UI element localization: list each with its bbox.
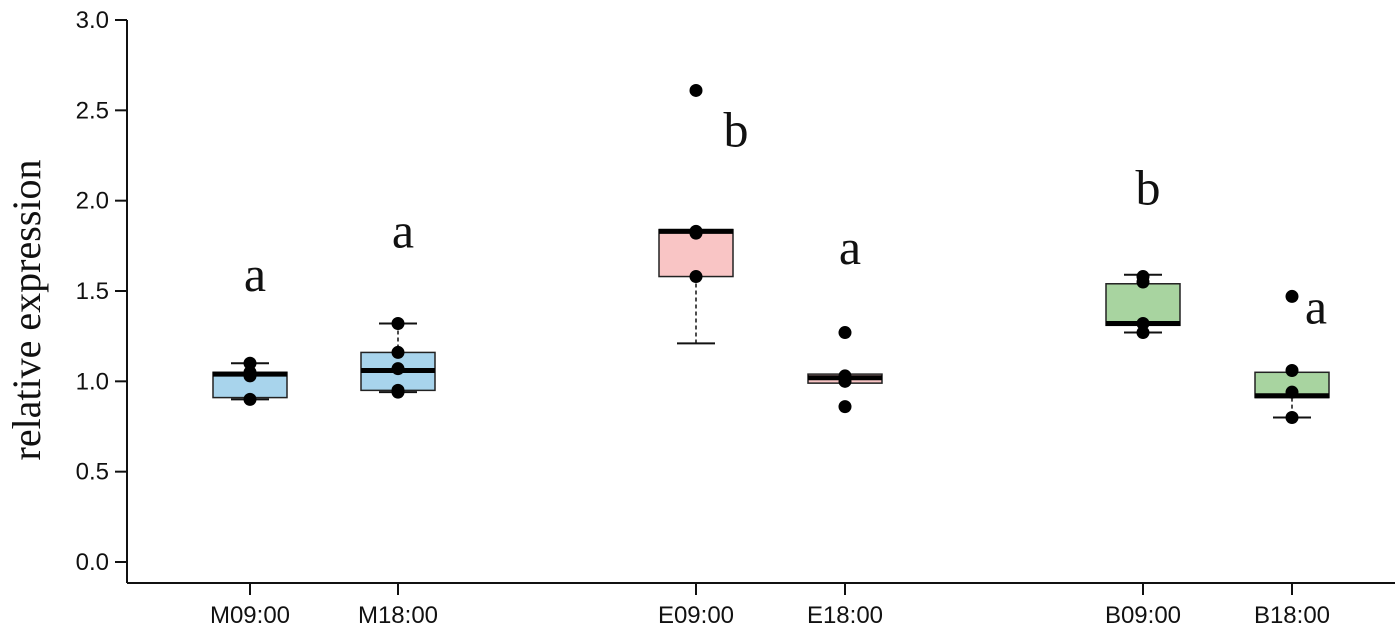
y-tick-label: 1.5: [76, 278, 109, 305]
box-group: a: [360, 203, 436, 399]
data-point: [838, 369, 852, 383]
box-group: a: [212, 246, 288, 406]
data-point: [1285, 410, 1299, 424]
y-tick-label: 2.5: [76, 97, 109, 124]
box-group: b: [1105, 159, 1181, 340]
significance-letter: a: [839, 219, 861, 275]
y-axis-title: relative expression: [4, 160, 49, 461]
data-point: [243, 365, 257, 379]
y-tick-label: 2.0: [76, 188, 109, 215]
box-group: a: [1254, 279, 1330, 424]
y-tick-label: 0.5: [76, 459, 109, 486]
data-point: [689, 224, 703, 238]
significance-letter: b: [724, 101, 749, 157]
significance-letter: a: [392, 203, 414, 259]
data-point: [391, 317, 405, 331]
box-series: a a b a b a: [212, 83, 1330, 424]
data-point: [689, 83, 703, 97]
box-group: b: [658, 83, 749, 345]
axes: 0.0 0.5 1.0 1.5 2.0 2.5 3.0 M09:00 M18:00 E09:00 E…: [76, 7, 1395, 629]
x-tick-label: B18:00: [1254, 602, 1330, 629]
significance-letter: a: [1305, 279, 1327, 335]
x-tick-label: M09:00: [210, 602, 290, 629]
data-point: [838, 400, 852, 414]
data-point: [1285, 363, 1299, 377]
data-point: [1136, 326, 1150, 340]
data-point: [1136, 270, 1150, 284]
y-tick-label: 0.0: [76, 549, 109, 576]
significance-letter: b: [1136, 159, 1161, 215]
data-point: [391, 362, 405, 376]
data-point: [1285, 289, 1299, 303]
data-point: [689, 270, 703, 284]
x-tick-label: M18:00: [358, 602, 438, 629]
data-point: [1285, 385, 1299, 399]
x-tick-label: E18:00: [807, 602, 883, 629]
y-tick-label: 1.0: [76, 368, 109, 395]
data-point: [243, 392, 257, 406]
y-tick-label: 3.0: [76, 7, 109, 34]
data-point: [838, 326, 852, 340]
data-point: [243, 356, 257, 370]
significance-letter: a: [244, 246, 266, 302]
x-tick-label: E09:00: [658, 602, 734, 629]
data-point: [391, 345, 405, 359]
data-point: [1136, 317, 1150, 331]
data-point: [391, 383, 405, 397]
box-group: a: [807, 219, 883, 414]
x-tick-label: B09:00: [1105, 602, 1181, 629]
